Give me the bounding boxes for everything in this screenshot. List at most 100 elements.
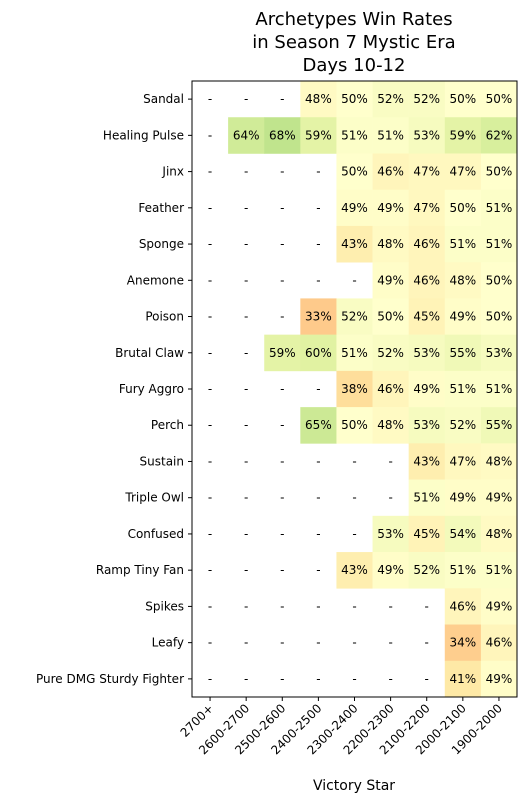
x-axis-label: Victory Star: [313, 778, 395, 794]
heatmap-cell: [336, 370, 373, 408]
cell-value-label: -: [244, 672, 248, 686]
heatmap-cell: [408, 407, 446, 444]
cell-value-label: 49%: [341, 201, 368, 215]
heatmap-cell: [372, 81, 409, 118]
heatmap-cell: [444, 298, 482, 335]
heatmap-cell: [336, 81, 373, 118]
cell-value-label: -: [280, 672, 284, 686]
y-tick-label: Spikes: [145, 599, 184, 613]
cell-value-label: -: [280, 563, 284, 577]
cell-value-label: -: [425, 672, 429, 686]
heatmap-cell: [480, 479, 518, 517]
heatmap-cell: [444, 262, 482, 299]
cell-value-label: -: [280, 527, 284, 541]
heatmap-cell: [300, 117, 337, 154]
cell-value-label: 62%: [486, 128, 513, 142]
cell-value-label: -: [208, 273, 212, 287]
cell-value-label: 50%: [449, 92, 476, 106]
heatmap-cell: [444, 225, 482, 263]
y-tick-label: Jinx: [161, 165, 184, 179]
cell-value-label: -: [244, 237, 248, 251]
y-tick-label: Anemone: [127, 273, 184, 287]
heatmap-cell: [444, 117, 482, 154]
x-tick-labels: 2700+2600-27002500-26002400-25002300-240…: [178, 697, 505, 757]
cell-value-label: 51%: [486, 201, 513, 215]
cell-value-label: 51%: [449, 563, 476, 577]
y-tick-label: Sponge: [139, 237, 184, 251]
cell-value-label: -: [208, 527, 212, 541]
heatmap-cell: [480, 153, 518, 191]
cell-value-label: 52%: [413, 563, 440, 577]
heatmap-cell: [228, 117, 265, 154]
y-tick-label: Perch: [151, 418, 184, 432]
y-tick-label: Leafy: [152, 636, 184, 650]
cell-value-label: 53%: [486, 346, 513, 360]
cell-value-label: -: [208, 382, 212, 396]
heatmap-cell: [408, 262, 446, 299]
heatmap-cell: [372, 117, 409, 154]
heatmap-cell: [444, 189, 482, 227]
heatmap-cell: [480, 298, 518, 335]
cell-value-label: -: [208, 92, 212, 106]
cell-value-label: 46%: [486, 636, 513, 650]
cell-value-label: 49%: [449, 491, 476, 505]
heatmap-cell: [408, 117, 446, 154]
cell-value-label: 51%: [341, 346, 368, 360]
heatmap-cell: [336, 117, 373, 154]
cell-value-label: 46%: [377, 165, 404, 179]
cell-value-label: -: [208, 237, 212, 251]
heatmap-cell: [444, 334, 482, 372]
heatmap-cell: [480, 407, 518, 444]
heatmap-cell: [408, 298, 446, 335]
cell-value-label: 47%: [449, 454, 476, 468]
cell-value-label: -: [244, 201, 248, 215]
heatmap-cell: [480, 443, 518, 480]
cell-value-label: -: [316, 382, 320, 396]
heatmap-cell: [480, 660, 518, 698]
heatmap-cell: [480, 334, 518, 372]
cell-value-label: 50%: [449, 201, 476, 215]
chart-title-line-1: Archetypes Win Rates: [255, 9, 452, 30]
cell-value-label: -: [352, 454, 356, 468]
y-tick-label: Sustain: [140, 454, 184, 468]
cell-value-label: 55%: [486, 418, 513, 432]
cell-value-label: -: [316, 672, 320, 686]
y-tick-label: Confused: [128, 527, 184, 541]
cell-value-label: 53%: [413, 418, 440, 432]
heatmap-cell: [480, 515, 518, 553]
cell-value-label: 50%: [486, 310, 513, 324]
y-tick-label: Fury Aggro: [119, 382, 184, 396]
y-tick-labels: Sandal Healing Pulse Jinx Feather Sponge Anem…: [36, 92, 192, 686]
cell-value-label: -: [244, 165, 248, 179]
heatmap-cell: [408, 552, 446, 589]
cell-value-label: 55%: [449, 346, 476, 360]
heatmap-cell: [336, 153, 373, 191]
heatmap-cell: [408, 443, 446, 480]
cell-value-label: -: [280, 418, 284, 432]
cell-value-label: -: [316, 563, 320, 577]
cell-value-label: -: [388, 599, 392, 613]
cell-value-label: -: [208, 454, 212, 468]
cell-value-label: -: [208, 418, 212, 432]
cell-value-label: 43%: [413, 454, 440, 468]
chart-title-line-2: in Season 7 Mystic Era: [252, 32, 455, 53]
heatmap-cell: [372, 189, 409, 227]
heatmap-cell: [336, 407, 373, 444]
heatmap-cell: [480, 370, 518, 408]
cell-value-label: 65%: [305, 418, 332, 432]
cell-value-label: -: [316, 454, 320, 468]
cell-value-label: 59%: [449, 128, 476, 142]
heatmap-cell: [408, 370, 446, 408]
plot-frame: [191, 80, 518, 698]
cell-value-label: 48%: [377, 418, 404, 432]
y-tick-label: Triple Owl: [124, 491, 184, 505]
cell-value-label: 49%: [377, 201, 404, 215]
cell-value-label: -: [244, 454, 248, 468]
heatmap-cell: [444, 588, 482, 625]
heatmap-cell: [372, 370, 409, 408]
heatmap-cell: [444, 479, 482, 517]
cell-value-label: 53%: [413, 128, 440, 142]
cell-value-label: -: [280, 273, 284, 287]
cell-value-label: 51%: [377, 128, 404, 142]
